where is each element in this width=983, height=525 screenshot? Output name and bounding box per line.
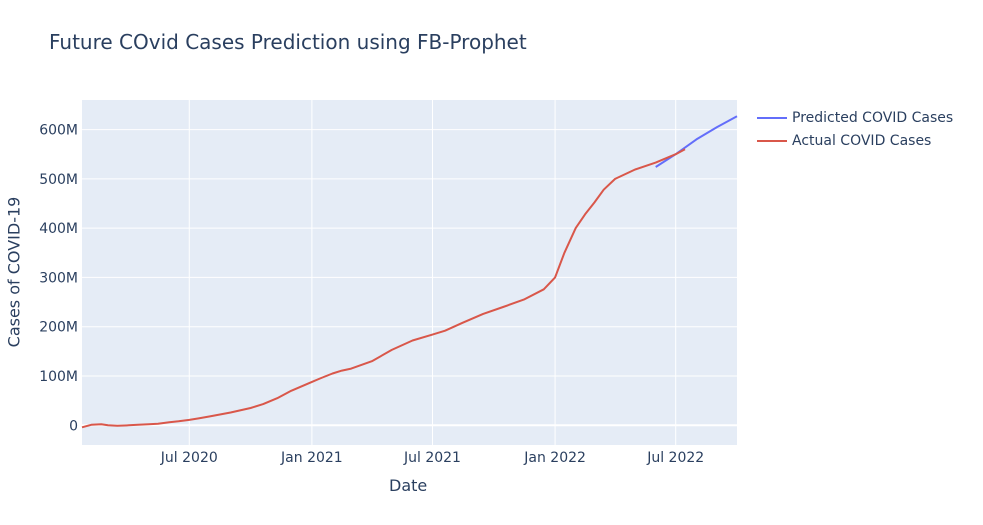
legend[interactable]: Predicted COVID Cases Actual COVID Cases [757,106,953,152]
legend-swatch-actual [757,139,787,142]
legend-item-actual[interactable]: Actual COVID Cases [757,129,953,152]
x-tick-label: Jan 2021 [280,450,343,466]
y-tick-label: 600M [39,123,78,139]
y-tick-label: 400M [39,221,78,237]
x-tick-label: Jul 2020 [160,450,218,466]
series-line-predicted[interactable] [655,115,738,168]
y-tick-label: 500M [39,172,78,188]
y-axis-title: Cases of COVID-19 [4,196,24,348]
series-line-actual[interactable] [81,148,686,429]
legend-swatch-predicted [757,116,787,119]
y-tick-label: 200M [39,320,78,336]
legend-item-predicted[interactable]: Predicted COVID Cases [757,106,953,129]
legend-label-actual: Actual COVID Cases [792,132,932,149]
x-tick-label: Jul 2021 [403,450,461,466]
x-tick-label: Jan 2022 [523,450,586,466]
y-tick-label: 300M [39,270,78,286]
x-tick-label: Jul 2022 [646,450,704,466]
y-tick-label: 100M [39,369,78,385]
legend-label-predicted: Predicted COVID Cases [792,109,954,126]
chart-title: Future COvid Cases Prediction using FB-P… [49,30,527,54]
x-axis-title: Date [389,476,428,495]
y-tick-label: 0 [69,418,78,434]
plot-background [82,100,737,445]
